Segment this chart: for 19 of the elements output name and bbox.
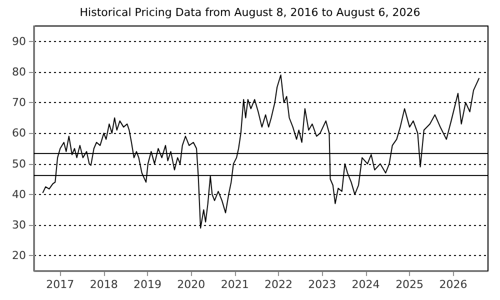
x-tick-label: 2019 [133,278,162,291]
x-tick-label: 2026 [439,278,468,291]
y-tick-label: 20 [12,249,26,262]
y-tick-label: 30 [12,218,26,232]
y-tick-label: 90 [12,34,26,48]
x-tick-label: 2023 [308,278,336,291]
y-tick-label: 60 [12,126,26,140]
y-tick-label: 40 [12,188,26,201]
y-tick-label: 70 [12,96,26,110]
x-tick-label: 2022 [264,278,293,291]
x-tick-label: 2021 [220,278,249,291]
chart-title: Historical Pricing Data from August 8, 2016 to August 6, 2026 [80,6,420,19]
x-tick-label: 2017 [46,278,74,291]
x-tick-label: 2024 [352,278,380,291]
x-tick-label: 2020 [177,278,206,291]
x-tick-label: 2025 [396,278,424,291]
y-tick-label: 50 [12,157,26,170]
y-tick-label: 80 [12,65,26,78]
x-tick-label: 2018 [90,278,118,291]
